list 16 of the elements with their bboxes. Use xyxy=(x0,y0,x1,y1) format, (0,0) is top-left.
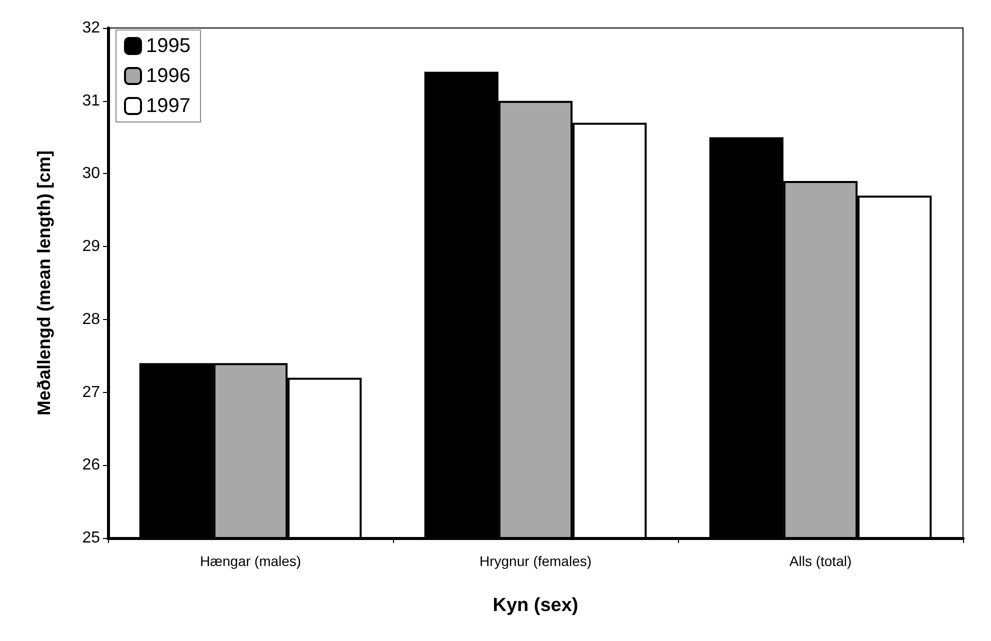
y-tick-label: 27 xyxy=(82,384,100,401)
legend-label: 1996 xyxy=(146,65,190,87)
legend-label: 1995 xyxy=(146,35,190,57)
y-tick-label: 31 xyxy=(82,92,100,110)
legend-label: 1997 xyxy=(146,95,190,117)
y-tick-label: 29 xyxy=(82,238,100,256)
y-tick-label: 28 xyxy=(82,310,100,328)
x-tick-label: Alls (total) xyxy=(789,553,852,569)
x-axis-title: Kyn (sex) xyxy=(492,595,578,616)
x-tick-label: Hængar (males) xyxy=(200,553,302,569)
y-tick-label: 26 xyxy=(82,456,100,474)
x-tick-label: Hrygnur (females) xyxy=(479,553,592,569)
y-tick-label: 25 xyxy=(82,530,100,546)
y-tick-label: 32 xyxy=(82,20,100,36)
y-tick-label: 30 xyxy=(82,165,100,182)
y-axis-title: Meðallengd (mean length) [cm] xyxy=(34,150,54,416)
